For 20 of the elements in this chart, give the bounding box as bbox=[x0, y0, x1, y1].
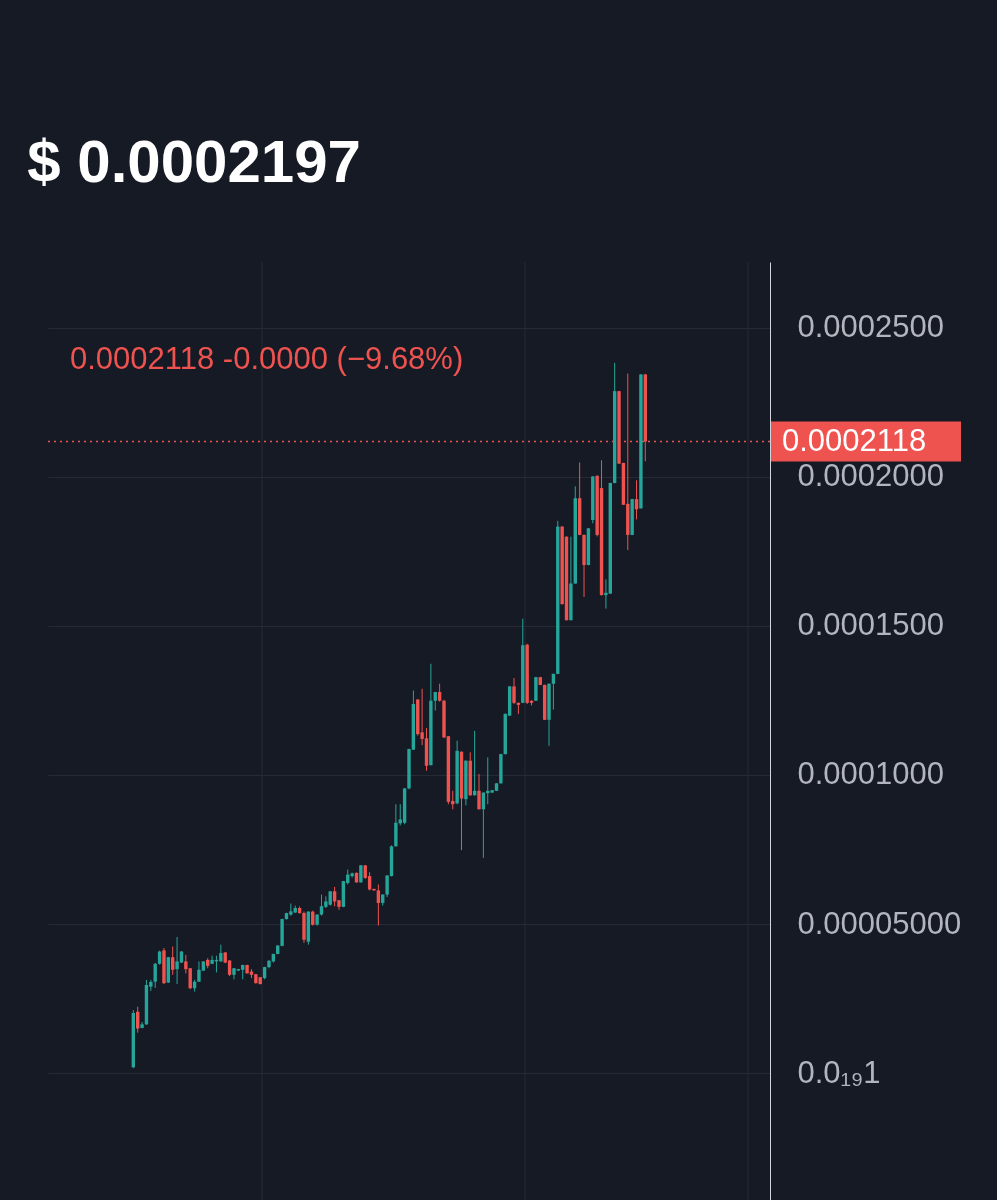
ref-line-label: 0.0002118 bbox=[782, 422, 927, 458]
chart-title: $ 0.0002197 bbox=[27, 127, 361, 195]
candlestick bbox=[385, 874, 389, 898]
y-tick-label: 0.0₁₉1 bbox=[797, 1054, 881, 1090]
y-tick-label: 0.0001500 bbox=[797, 607, 945, 643]
candlestick bbox=[210, 955, 214, 965]
candlestick bbox=[477, 773, 481, 811]
candlestick bbox=[376, 883, 381, 927]
candlestick bbox=[551, 673, 556, 711]
y-tick-label: 0.0001000 bbox=[797, 756, 945, 792]
candlestick bbox=[171, 945, 175, 976]
annotation: 0.0002118 -0.0000 (−9.68%) bbox=[70, 341, 464, 376]
y-tick-label: 0.0002500 bbox=[797, 309, 945, 345]
y-tick-label: 0.0002000 bbox=[797, 458, 945, 494]
candlestick bbox=[512, 677, 516, 705]
candlestick bbox=[197, 960, 201, 983]
candlestick bbox=[175, 936, 179, 985]
y-tick-label: 0.00005000 bbox=[797, 905, 962, 941]
candlestick bbox=[289, 903, 293, 917]
candlestick bbox=[394, 803, 398, 848]
